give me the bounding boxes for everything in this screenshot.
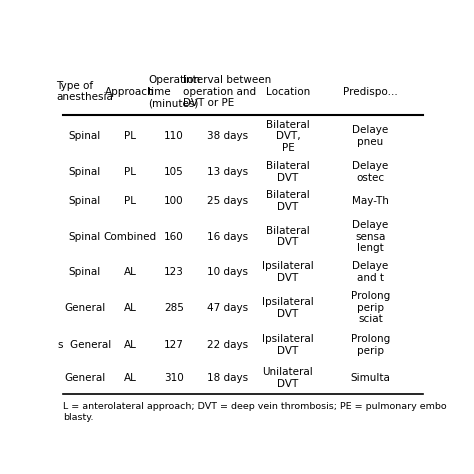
Text: 25 days: 25 days — [207, 196, 248, 206]
Text: 47 days: 47 days — [207, 303, 248, 313]
Text: AL: AL — [124, 340, 137, 350]
Text: Spinal: Spinal — [69, 267, 101, 277]
Text: AL: AL — [124, 267, 137, 277]
Text: AL: AL — [124, 373, 137, 383]
Text: Ipsilateral
DVT: Ipsilateral DVT — [262, 335, 314, 356]
Text: 18 days: 18 days — [207, 373, 248, 383]
Text: 13 days: 13 days — [207, 167, 248, 177]
Text: Prolong
perip: Prolong perip — [351, 335, 390, 356]
Text: Bilateral
DVT: Bilateral DVT — [266, 190, 310, 212]
Text: Spinal: Spinal — [69, 131, 101, 141]
Text: L = anterolateral approach; DVT = deep vein thrombosis; PE = pulmonary embo: L = anterolateral approach; DVT = deep v… — [63, 402, 447, 411]
Text: 38 days: 38 days — [207, 131, 248, 141]
Text: Ipsilateral
DVT: Ipsilateral DVT — [262, 297, 314, 319]
Text: Spinal: Spinal — [69, 232, 101, 242]
Text: PL: PL — [124, 167, 136, 177]
Text: 160: 160 — [164, 232, 184, 242]
Text: Predispo...: Predispo... — [343, 87, 398, 97]
Text: s  General: s General — [58, 340, 111, 350]
Text: 310: 310 — [164, 373, 184, 383]
Text: 127: 127 — [164, 340, 184, 350]
Text: PL: PL — [124, 196, 136, 206]
Text: 100: 100 — [164, 196, 184, 206]
Text: Delaye
sensa
lengt: Delaye sensa lengt — [353, 220, 389, 253]
Text: 105: 105 — [164, 167, 184, 177]
Text: 10 days: 10 days — [207, 267, 248, 277]
Text: Ipsilateral
DVT: Ipsilateral DVT — [262, 262, 314, 283]
Text: 110: 110 — [164, 131, 184, 141]
Text: 22 days: 22 days — [207, 340, 248, 350]
Text: Delaye
pneu: Delaye pneu — [353, 126, 389, 147]
Text: Bilateral
DVT: Bilateral DVT — [266, 226, 310, 247]
Text: blasty.: blasty. — [63, 413, 93, 422]
Text: Location: Location — [266, 87, 310, 97]
Text: Interval between
operation and
DVT or PE: Interval between operation and DVT or PE — [183, 75, 272, 108]
Text: Bilateral
DVT,
PE: Bilateral DVT, PE — [266, 119, 310, 153]
Text: Type of
anesthesia: Type of anesthesia — [56, 81, 113, 102]
Text: Spinal: Spinal — [69, 167, 101, 177]
Text: Combined: Combined — [103, 232, 156, 242]
Text: May-Th: May-Th — [352, 196, 389, 206]
Text: Simulta: Simulta — [351, 373, 391, 383]
Text: Delaye
ostec: Delaye ostec — [353, 161, 389, 182]
Text: 16 days: 16 days — [207, 232, 248, 242]
Text: Approach: Approach — [105, 87, 155, 97]
Text: PL: PL — [124, 131, 136, 141]
Text: Bilateral
DVT: Bilateral DVT — [266, 161, 310, 182]
Text: Prolong
perip
sciat: Prolong perip sciat — [351, 291, 390, 324]
Text: Spinal: Spinal — [69, 196, 101, 206]
Text: 123: 123 — [164, 267, 184, 277]
Text: General: General — [64, 303, 106, 313]
Text: Delaye
and t: Delaye and t — [353, 262, 389, 283]
Text: Operation
time
(minutes): Operation time (minutes) — [148, 75, 200, 108]
Text: Unilateral
DVT: Unilateral DVT — [263, 367, 313, 389]
Text: General: General — [64, 373, 106, 383]
Text: AL: AL — [124, 303, 137, 313]
Text: 285: 285 — [164, 303, 184, 313]
